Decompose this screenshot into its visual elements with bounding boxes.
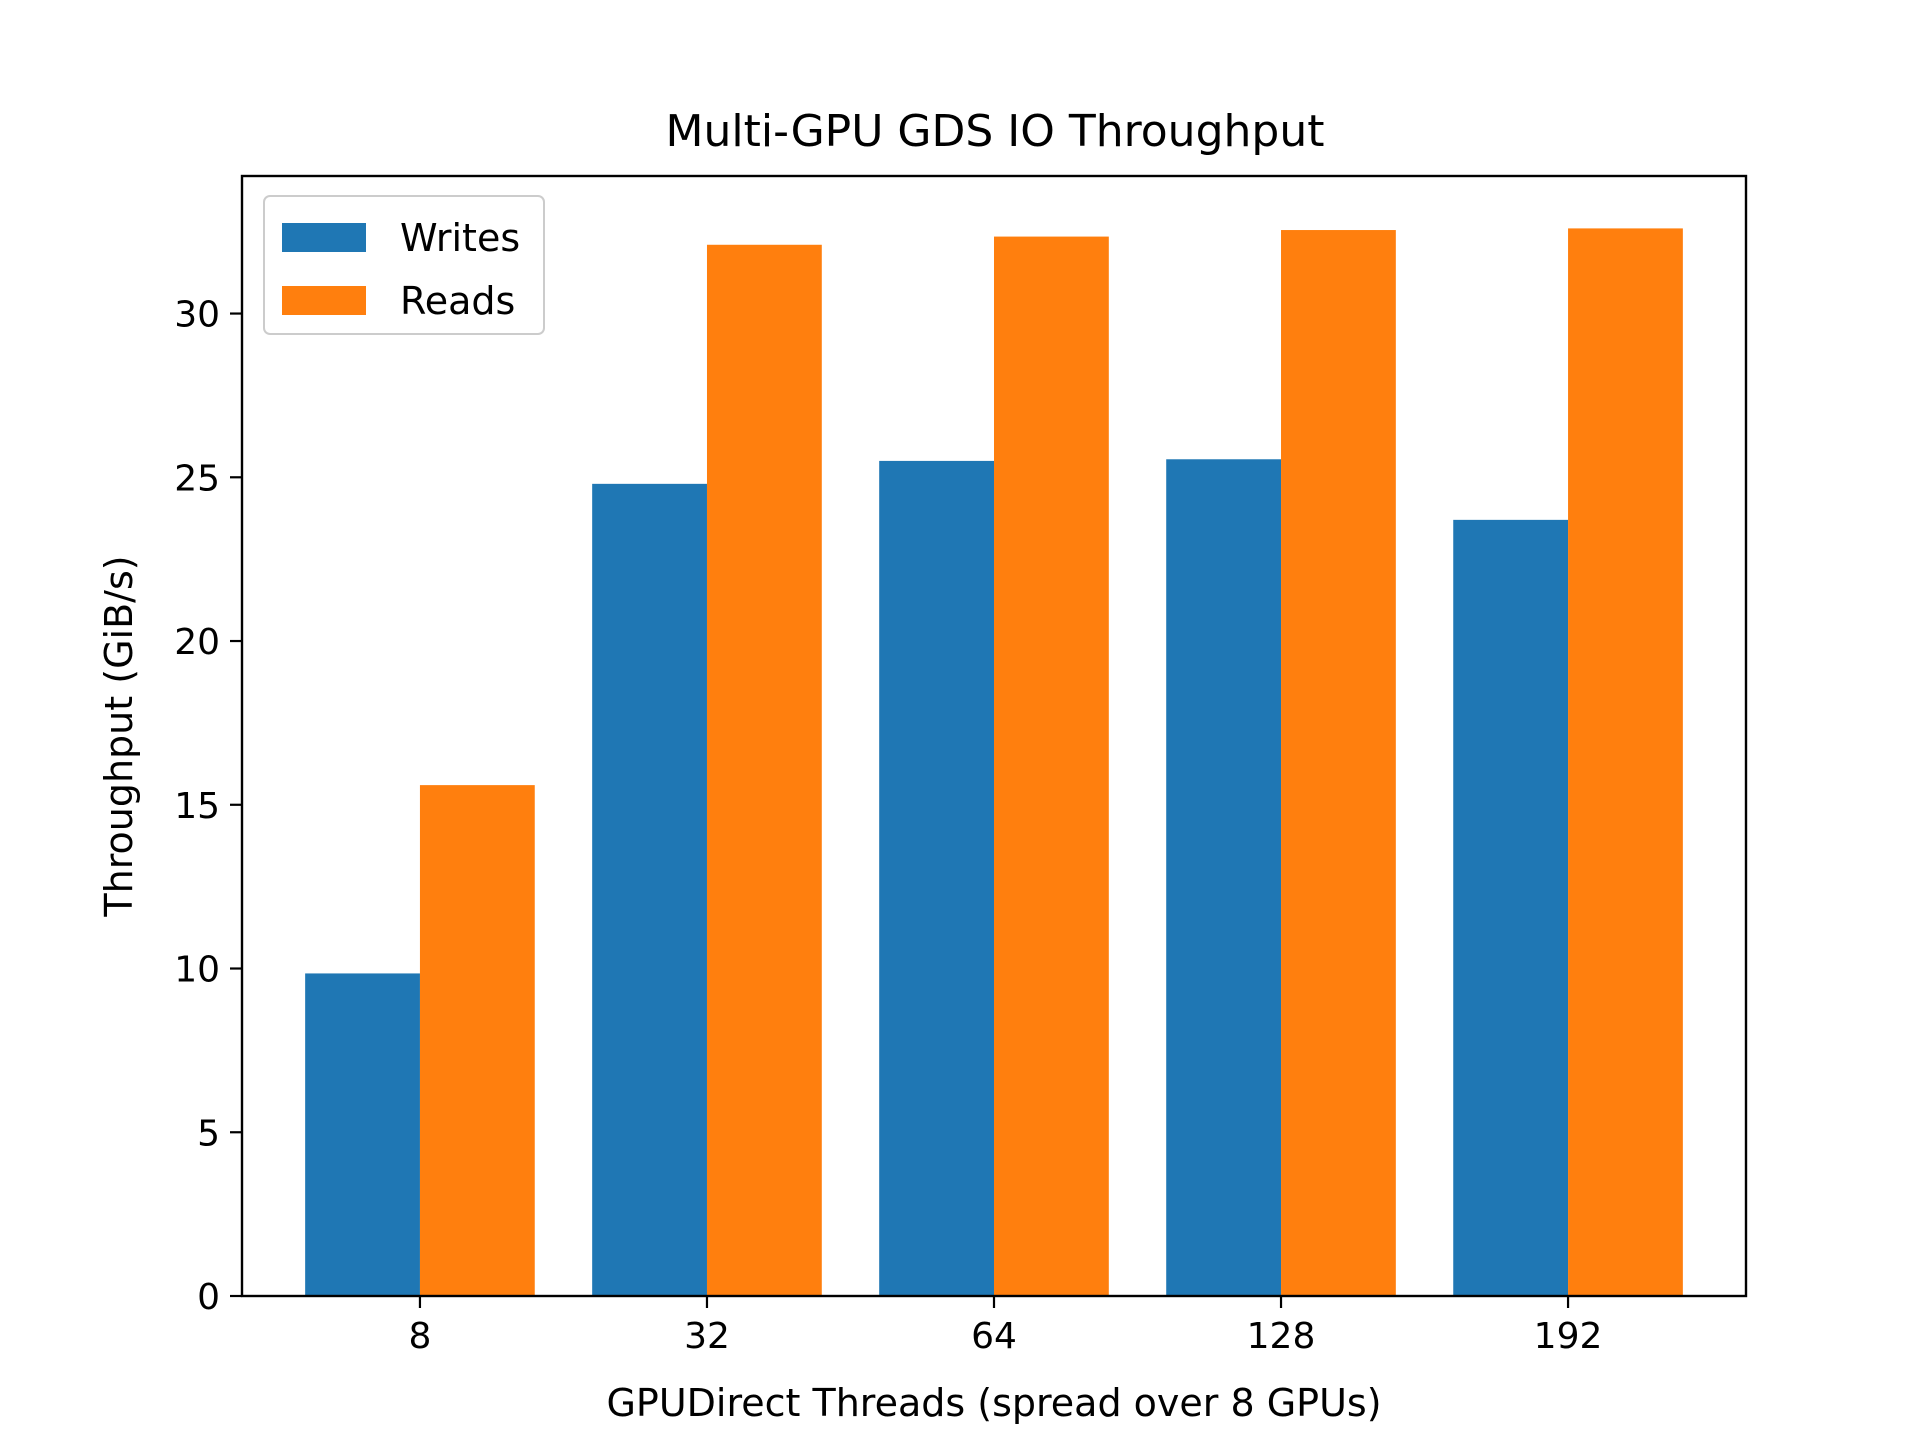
legend-label-reads: Reads <box>400 279 515 323</box>
y-tick-label: 25 <box>174 458 220 499</box>
x-tick-label: 8 <box>409 1316 432 1357</box>
x-tick-label: 64 <box>971 1316 1017 1357</box>
bar-reads-8 <box>420 785 535 1296</box>
chart-title: Multi-GPU GDS IO Throughput <box>666 106 1325 157</box>
bar-reads-64 <box>994 237 1109 1296</box>
x-tick-label: 192 <box>1534 1316 1603 1357</box>
x-axis: 8 32 64 128 192 <box>409 1296 1603 1357</box>
x-axis-label: GPUDirect Threads (spread over 8 GPUs) <box>606 1381 1381 1425</box>
bars-group <box>305 228 1683 1296</box>
legend-swatch-reads <box>282 286 366 315</box>
y-axis-label: Throughput (GiB/s) <box>97 555 141 917</box>
bar-writes-64 <box>879 461 994 1296</box>
x-tick-label: 128 <box>1247 1316 1316 1357</box>
y-axis: 0 5 10 15 20 25 30 <box>174 295 242 1318</box>
bar-writes-128 <box>1166 459 1281 1296</box>
bar-reads-192 <box>1568 228 1683 1296</box>
legend: Writes Reads <box>264 196 544 334</box>
y-tick-label: 15 <box>174 786 220 827</box>
y-tick-label: 10 <box>174 950 220 991</box>
legend-swatch-writes <box>282 223 366 252</box>
bar-reads-32 <box>707 245 822 1296</box>
bar-writes-8 <box>305 973 420 1296</box>
y-tick-label: 20 <box>174 622 220 663</box>
legend-label-writes: Writes <box>400 216 520 260</box>
bar-reads-128 <box>1281 230 1396 1296</box>
x-tick-label: 32 <box>684 1316 730 1357</box>
bar-writes-192 <box>1453 520 1568 1296</box>
y-tick-label: 5 <box>197 1113 220 1154</box>
y-tick-label: 30 <box>174 295 220 336</box>
bar-writes-32 <box>592 484 707 1296</box>
y-tick-label: 0 <box>197 1277 220 1318</box>
